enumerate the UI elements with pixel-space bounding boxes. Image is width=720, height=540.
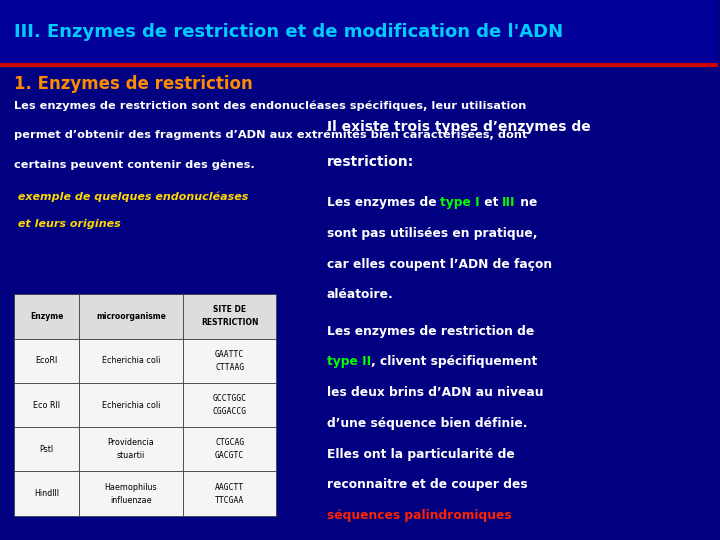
Text: PstI: PstI [40, 445, 54, 454]
FancyBboxPatch shape [14, 294, 79, 339]
Text: restriction:: restriction: [327, 155, 414, 169]
FancyBboxPatch shape [183, 471, 276, 516]
Text: ne: ne [516, 196, 537, 209]
Text: les deux brins d’ADN au niveau: les deux brins d’ADN au niveau [327, 386, 543, 399]
FancyBboxPatch shape [79, 471, 183, 516]
Text: séquences palindromiques: séquences palindromiques [327, 509, 511, 522]
FancyBboxPatch shape [183, 339, 276, 383]
FancyBboxPatch shape [14, 383, 79, 427]
Text: 1. Enzymes de restriction: 1. Enzymes de restriction [14, 75, 253, 93]
FancyBboxPatch shape [79, 383, 183, 427]
Text: GCCTGGC: GCCTGGC [212, 394, 247, 403]
FancyBboxPatch shape [79, 339, 183, 383]
FancyBboxPatch shape [14, 471, 79, 516]
Text: Il existe trois types d’enzymes de: Il existe trois types d’enzymes de [327, 120, 590, 134]
Text: stuartii: stuartii [117, 451, 145, 460]
Text: RESTRICTION: RESTRICTION [201, 319, 258, 327]
Text: exemple de quelques endonucléases: exemple de quelques endonucléases [14, 192, 248, 202]
Text: et leurs origines: et leurs origines [14, 219, 121, 229]
Text: car elles coupent l’ADN de façon: car elles coupent l’ADN de façon [327, 258, 552, 271]
Text: permet d’obtenir des fragments d’ADN aux extrémités bien caractérisées, dont: permet d’obtenir des fragments d’ADN aux… [14, 130, 528, 140]
Text: III: III [502, 196, 516, 209]
Text: reconnaitre et de couper des: reconnaitre et de couper des [327, 478, 527, 491]
Text: Les enzymes de: Les enzymes de [327, 196, 441, 209]
Text: type II: type II [327, 355, 371, 368]
Text: CTTAAG: CTTAAG [215, 363, 244, 372]
Text: Enzyme: Enzyme [30, 312, 63, 321]
Text: GACGTC: GACGTC [215, 451, 244, 460]
Text: Les enzymes de restriction sont des endonucléases spécifiques, leur utilisation: Les enzymes de restriction sont des endo… [14, 100, 527, 111]
Text: Echerichia coli: Echerichia coli [102, 401, 160, 409]
Text: influenzae: influenzae [110, 496, 152, 504]
FancyBboxPatch shape [183, 427, 276, 471]
Text: Les enzymes de restriction de: Les enzymes de restriction de [327, 325, 534, 338]
FancyBboxPatch shape [0, 0, 718, 65]
Text: Eco RII: Eco RII [33, 401, 60, 409]
Text: Providencia: Providencia [107, 438, 154, 447]
Text: GAATTC: GAATTC [215, 350, 244, 359]
Text: sont pas utilisées en pratique,: sont pas utilisées en pratique, [327, 227, 537, 240]
Text: CGGACCG: CGGACCG [212, 407, 247, 416]
Text: III. Enzymes de restriction et de modification de l'ADN: III. Enzymes de restriction et de modifi… [14, 23, 564, 42]
Text: microorganisme: microorganisme [96, 312, 166, 321]
Text: Elles ont la particularité de: Elles ont la particularité de [327, 448, 514, 461]
Text: Echerichia coli: Echerichia coli [102, 356, 160, 365]
Text: et: et [480, 196, 502, 209]
Text: AAGCTT: AAGCTT [215, 483, 244, 491]
Text: aléatoire.: aléatoire. [327, 288, 393, 301]
FancyBboxPatch shape [183, 383, 276, 427]
FancyBboxPatch shape [183, 294, 276, 339]
Text: SITE DE: SITE DE [213, 306, 246, 314]
Text: certains peuvent contenir des gènes.: certains peuvent contenir des gènes. [14, 159, 255, 170]
Text: , clivent spécifiquement: , clivent spécifiquement [371, 355, 537, 368]
Text: Haemophilus: Haemophilus [104, 483, 157, 491]
FancyBboxPatch shape [14, 427, 79, 471]
Text: d’une séquence bien définie.: d’une séquence bien définie. [327, 417, 527, 430]
FancyBboxPatch shape [79, 294, 183, 339]
FancyBboxPatch shape [79, 427, 183, 471]
Text: HindIII: HindIII [34, 489, 59, 498]
Text: type I: type I [440, 196, 480, 209]
Text: TTCGAA: TTCGAA [215, 496, 244, 504]
FancyBboxPatch shape [14, 339, 79, 383]
Text: CTGCAG: CTGCAG [215, 438, 244, 447]
Text: EcoRI: EcoRI [35, 356, 58, 365]
